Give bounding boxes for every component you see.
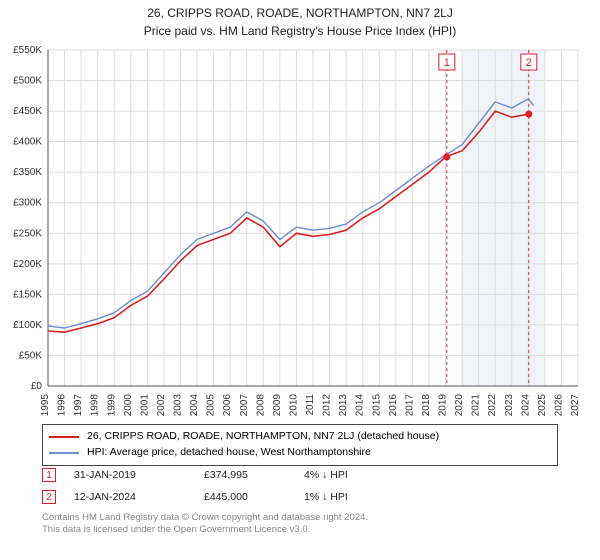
svg-text:2018: 2018 bbox=[421, 394, 432, 416]
svg-text:2021: 2021 bbox=[471, 394, 482, 416]
svg-text:£450K: £450K bbox=[13, 106, 42, 117]
svg-text:£200K: £200K bbox=[13, 259, 42, 270]
svg-text:£250K: £250K bbox=[13, 228, 42, 239]
svg-text:2015: 2015 bbox=[371, 394, 382, 416]
legend-row: 26, CRIPPS ROAD, ROADE, NORTHAMPTON, NN7… bbox=[49, 429, 551, 445]
svg-text:£150K: £150K bbox=[13, 289, 42, 300]
sale-marker-icon: 1 bbox=[42, 468, 56, 482]
svg-text:2019: 2019 bbox=[438, 394, 449, 416]
svg-text:2004: 2004 bbox=[189, 394, 200, 416]
svg-text:2006: 2006 bbox=[222, 394, 233, 416]
svg-text:2012: 2012 bbox=[322, 394, 333, 416]
price-chart: £0 £50K £100K £150K £200K £250K £300K £350K £400… bbox=[0, 46, 600, 416]
svg-text:2010: 2010 bbox=[288, 394, 299, 416]
svg-text:2025: 2025 bbox=[537, 394, 548, 416]
svg-text:2017: 2017 bbox=[404, 394, 415, 416]
legend-swatch bbox=[49, 436, 79, 438]
svg-text:2005: 2005 bbox=[206, 394, 217, 416]
svg-text:2001: 2001 bbox=[139, 394, 150, 416]
svg-text:1996: 1996 bbox=[57, 394, 68, 416]
svg-text:£400K: £400K bbox=[13, 137, 42, 148]
chart-container: 26, CRIPPS ROAD, ROADE, NORTHAMPTON, NN7… bbox=[0, 0, 600, 560]
legend-label: HPI: Average price, detached house, West… bbox=[87, 445, 371, 461]
svg-text:2009: 2009 bbox=[272, 394, 283, 416]
svg-text:2007: 2007 bbox=[239, 394, 250, 416]
title-sub: Price paid vs. HM Land Registry's House … bbox=[0, 24, 600, 40]
legend-swatch bbox=[49, 452, 79, 454]
legend-label: 26, CRIPPS ROAD, ROADE, NORTHAMPTON, NN7… bbox=[87, 429, 439, 445]
attribution: Contains HM Land Registry data © Crown c… bbox=[42, 512, 368, 537]
titles: 26, CRIPPS ROAD, ROADE, NORTHAMPTON, NN7… bbox=[0, 0, 600, 39]
svg-text:£350K: £350K bbox=[13, 167, 42, 178]
svg-text:1: 1 bbox=[444, 57, 450, 69]
svg-text:1999: 1999 bbox=[106, 394, 117, 416]
attribution-line: This data is licensed under the Open Gov… bbox=[42, 524, 368, 536]
svg-text:£0: £0 bbox=[31, 381, 43, 392]
svg-text:2023: 2023 bbox=[504, 394, 515, 416]
sale-date: 31-JAN-2019 bbox=[74, 469, 204, 481]
svg-text:£550K: £550K bbox=[13, 46, 42, 56]
svg-text:1995: 1995 bbox=[40, 394, 51, 416]
svg-text:£100K: £100K bbox=[13, 320, 42, 331]
svg-text:2000: 2000 bbox=[123, 394, 134, 416]
svg-text:2011: 2011 bbox=[305, 394, 316, 416]
svg-text:2002: 2002 bbox=[156, 394, 167, 416]
sale-price: £445,000 bbox=[204, 491, 304, 503]
svg-text:2008: 2008 bbox=[255, 394, 266, 416]
svg-text:£300K: £300K bbox=[13, 198, 42, 209]
svg-text:2020: 2020 bbox=[454, 394, 465, 416]
sales-table: 1 31-JAN-2019 £374,995 4% ↓ HPI 2 12-JAN… bbox=[42, 464, 424, 508]
svg-text:2026: 2026 bbox=[553, 394, 564, 416]
title-main: 26, CRIPPS ROAD, ROADE, NORTHAMPTON, NN7… bbox=[0, 6, 600, 22]
svg-text:1997: 1997 bbox=[73, 394, 84, 416]
svg-text:2: 2 bbox=[526, 57, 532, 69]
sales-row: 2 12-JAN-2024 £445,000 1% ↓ HPI bbox=[42, 486, 424, 508]
svg-text:£500K: £500K bbox=[13, 76, 42, 87]
legend-row: HPI: Average price, detached house, West… bbox=[49, 445, 551, 461]
svg-text:1998: 1998 bbox=[90, 394, 101, 416]
sale-marker-icon: 2 bbox=[42, 490, 56, 504]
svg-text:2016: 2016 bbox=[388, 394, 399, 416]
svg-text:2022: 2022 bbox=[487, 394, 498, 416]
svg-text:2027: 2027 bbox=[570, 394, 581, 416]
svg-text:2003: 2003 bbox=[173, 394, 184, 416]
legend: 26, CRIPPS ROAD, ROADE, NORTHAMPTON, NN7… bbox=[42, 424, 558, 466]
svg-text:2014: 2014 bbox=[355, 394, 366, 416]
sale-price: £374,995 bbox=[204, 469, 304, 481]
sale-hpi: 4% ↓ HPI bbox=[304, 469, 424, 481]
svg-text:£50K: £50K bbox=[19, 350, 43, 361]
sale-hpi: 1% ↓ HPI bbox=[304, 491, 424, 503]
svg-text:2013: 2013 bbox=[338, 394, 349, 416]
sales-row: 1 31-JAN-2019 £374,995 4% ↓ HPI bbox=[42, 464, 424, 486]
svg-text:2024: 2024 bbox=[520, 394, 531, 416]
attribution-line: Contains HM Land Registry data © Crown c… bbox=[42, 512, 368, 524]
sale-date: 12-JAN-2024 bbox=[74, 491, 204, 503]
